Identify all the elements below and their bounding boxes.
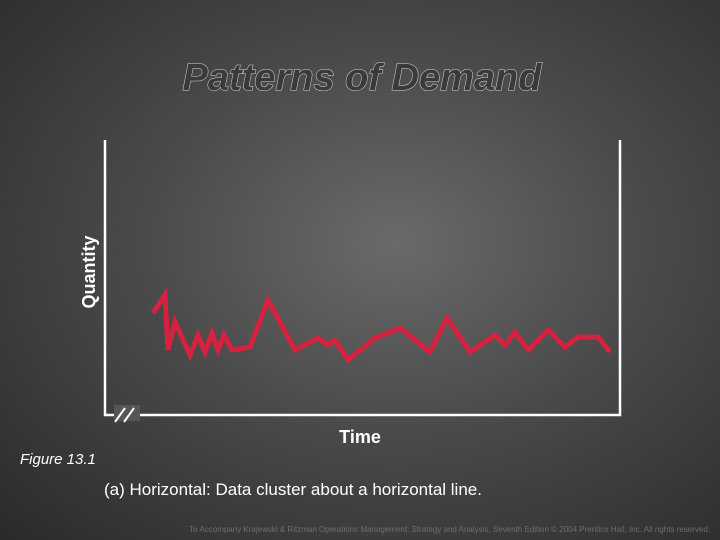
demand-line	[150, 287, 612, 364]
footer: To Accompany Krajewski & Ritzman Operati…	[189, 525, 710, 534]
x-axis-label: Time	[339, 427, 381, 447]
figure-label: Figure 13.1	[20, 451, 96, 468]
axis-break	[123, 407, 135, 423]
axis-frame	[103, 140, 622, 417]
slide-title: Patterns of Demand	[183, 57, 543, 99]
axis-break	[114, 407, 126, 423]
caption: (a) Horizontal: Data cluster about a hor…	[104, 480, 482, 499]
y-axis-label: Quantity	[79, 235, 99, 308]
